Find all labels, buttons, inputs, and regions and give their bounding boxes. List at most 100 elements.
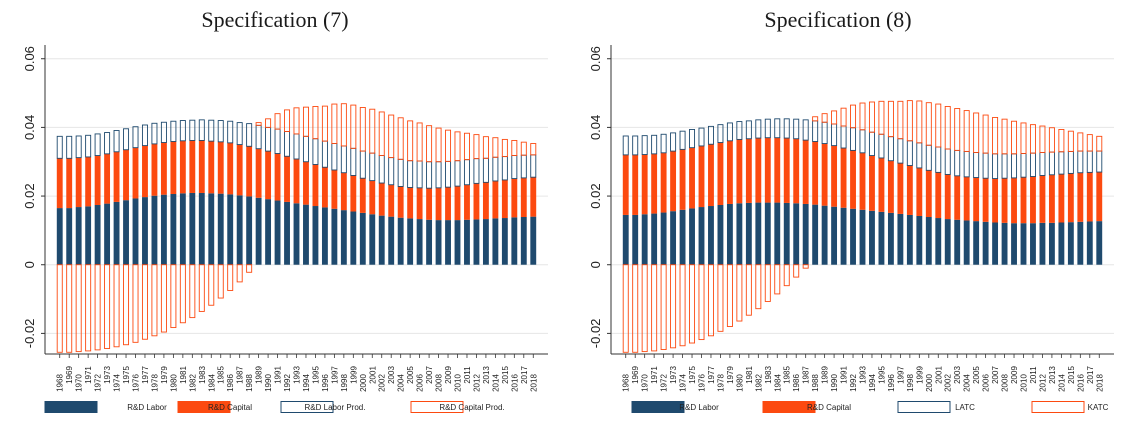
bar-capital-prod xyxy=(916,100,923,144)
x-tick-label: 1999 xyxy=(349,366,358,384)
bar-rd-labor xyxy=(698,207,705,265)
bar-rd-capital xyxy=(464,184,470,220)
bar-rd-labor xyxy=(217,193,224,265)
bar-labor-prod xyxy=(632,135,639,156)
x-tick-label: 2011 xyxy=(1029,366,1038,384)
x-tick-label: 1995 xyxy=(311,366,320,384)
bar-rd-labor xyxy=(632,214,639,265)
bar-rd-capital xyxy=(973,177,980,222)
x-tick-label: 1973 xyxy=(103,366,112,384)
bar-capital-prod xyxy=(840,107,847,127)
bar-capital-prod xyxy=(793,264,800,278)
bar-capital-prod xyxy=(520,141,527,156)
x-tick-label: 1972 xyxy=(94,374,103,392)
bar-capital-prod xyxy=(501,138,508,158)
bar-rd-capital xyxy=(1020,177,1027,224)
x-tick-label: 1974 xyxy=(679,374,688,392)
bar-rd-labor xyxy=(812,204,819,265)
bar-labor-prod xyxy=(774,118,781,139)
bar-rd-capital xyxy=(689,147,695,209)
x-tick-label: 2008 xyxy=(435,374,444,392)
bar-rd-capital xyxy=(426,188,433,220)
bar-capital-prod xyxy=(887,100,894,138)
bar-rd-capital xyxy=(887,160,894,213)
bar-labor-prod xyxy=(641,135,648,155)
x-tick-label: 2010 xyxy=(1020,374,1029,392)
bar-rd-labor xyxy=(151,195,158,265)
bar-rd-capital xyxy=(982,178,989,222)
bar-rd-labor xyxy=(473,219,480,265)
bar-rd-capital xyxy=(208,141,215,194)
bar-capital-prod xyxy=(94,264,101,351)
bar-rd-labor xyxy=(935,218,942,265)
bar-capital-prod xyxy=(774,264,781,295)
bar-rd-capital xyxy=(255,148,262,198)
bar-rd-labor xyxy=(925,217,932,265)
bar-rd-labor xyxy=(869,210,875,265)
bar-labor-prod xyxy=(104,132,111,155)
bar-capital-prod xyxy=(198,264,205,312)
bar-capital-prod xyxy=(274,113,281,130)
bar-capital-prod xyxy=(651,264,658,352)
x-tick-label: 2009 xyxy=(1010,366,1019,384)
bar-rd-labor xyxy=(717,204,724,265)
bar-rd-labor xyxy=(1058,222,1065,265)
x-tick-label: 2015 xyxy=(1067,366,1076,384)
bar-rd-capital xyxy=(284,156,290,202)
bar-rd-capital xyxy=(151,143,158,196)
bar-labor-prod xyxy=(160,121,167,143)
x-tick-label: 2003 xyxy=(953,366,962,384)
bar-capital-prod xyxy=(66,264,73,353)
bar-capital-prod xyxy=(935,103,942,148)
bar-rd-capital xyxy=(859,152,866,210)
bar-capital-prod xyxy=(445,129,452,162)
bar-capital-prod xyxy=(622,264,629,353)
bar-rd-labor xyxy=(1030,223,1036,265)
x-tick-label: 1998 xyxy=(340,374,349,392)
bar-capital-prod xyxy=(973,112,980,153)
x-tick-label: 1986 xyxy=(226,374,235,392)
bar-rd-labor xyxy=(1067,222,1074,265)
bar-capital-prod xyxy=(1077,132,1084,152)
y-tick-label: 0 xyxy=(22,261,37,268)
bar-labor-prod xyxy=(132,126,139,149)
x-tick-label: 1983 xyxy=(198,366,207,384)
legend-swatch xyxy=(44,401,98,413)
x-tick-label: 1979 xyxy=(726,366,735,384)
bar-capital-prod xyxy=(707,264,714,337)
bar-capital-prod xyxy=(132,264,139,343)
bar-rd-capital xyxy=(1039,175,1046,223)
bar-labor-prod xyxy=(236,122,243,146)
bar-capital-prod xyxy=(331,103,338,144)
bar-rd-capital xyxy=(698,145,705,208)
bar-capital-prod xyxy=(831,110,838,125)
x-tick-label: 1988 xyxy=(811,374,820,392)
bar-rd-capital xyxy=(1030,176,1036,224)
bar-rd-labor xyxy=(1011,223,1017,265)
bar-capital-prod xyxy=(179,264,186,324)
bar-rd-capital xyxy=(123,149,129,201)
bar-capital-prod xyxy=(265,118,272,128)
bar-rd-capital xyxy=(132,147,139,199)
bar-rd-capital xyxy=(745,138,752,203)
bar-capital-prod xyxy=(954,108,961,151)
bar-labor-prod xyxy=(208,119,215,142)
x-tick-label: 2011 xyxy=(463,366,472,384)
bar-rd-capital xyxy=(878,157,885,212)
bar-capital-prod xyxy=(56,264,63,353)
bar-rd-capital xyxy=(340,172,347,211)
bar-labor-prod xyxy=(670,132,677,152)
bar-rd-capital xyxy=(56,158,63,209)
bar-labor-prod xyxy=(170,120,177,142)
bar-rd-capital xyxy=(1048,174,1055,223)
chart-title: Specification (7) xyxy=(201,7,348,32)
bar-rd-labor xyxy=(840,207,847,265)
legend-swatch xyxy=(762,401,816,413)
x-tick-label: 1997 xyxy=(896,366,905,384)
x-tick-label: 2017 xyxy=(520,366,529,384)
x-tick-label: 1981 xyxy=(179,366,188,384)
bar-rd-labor xyxy=(916,215,923,265)
bar-rd-labor xyxy=(831,206,838,265)
bar-rd-capital xyxy=(511,178,518,218)
